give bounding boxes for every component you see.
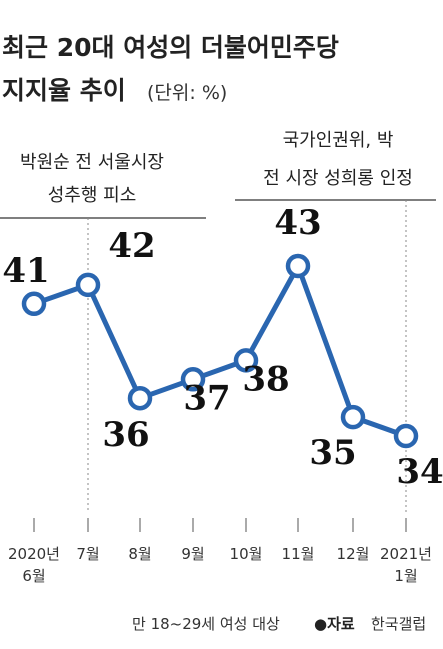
tick-label: 9월	[181, 545, 204, 563]
data-label: 42	[108, 226, 155, 266]
tick-label: 11월	[282, 545, 315, 563]
annotation-2-line2: 전 시장 성희롱 인정	[263, 168, 413, 189]
plot-area: 41 42 36 37 38 43 35 34	[2, 203, 443, 492]
data-point	[21, 291, 47, 317]
chart-title-line2-text: 지지율 추이	[2, 76, 126, 105]
tick-label: 10월	[230, 545, 263, 563]
unit-label: (단위: %)	[147, 82, 227, 104]
data-point	[340, 404, 366, 430]
x-axis: 2020년 6월 7월 8월 9월 10월 11월 12월 2021년 1월	[8, 518, 432, 585]
tick-label: 8월	[128, 545, 151, 563]
series-line	[33, 263, 407, 439]
source-name: 한국갤럽	[371, 615, 426, 633]
data-label: 34	[396, 452, 443, 492]
sample-note: 만 18~29세 여성 대상	[132, 615, 280, 633]
data-point	[233, 348, 259, 373]
source-label: ●자료	[314, 615, 355, 633]
data-label: 35	[309, 433, 356, 473]
tick-label: 12월	[337, 545, 370, 563]
tick-label: 7월	[76, 545, 99, 563]
annotation-2-line1: 국가인권위, 박	[283, 130, 394, 151]
data-label: 43	[274, 203, 321, 243]
annotation-1-line1: 박원순 전 서울시장	[20, 152, 164, 173]
tick-label: 1월	[394, 567, 417, 585]
data-label: 36	[102, 415, 149, 455]
tick-label: 6월	[22, 567, 45, 585]
data-label: 41	[2, 251, 49, 291]
data-point	[285, 253, 311, 279]
chart-title-line1: 최근 20대 여성의 더불어민주당	[2, 33, 339, 62]
tick-label: 2021년	[380, 545, 432, 563]
annotation-1-line2: 성추행 피소	[48, 185, 137, 206]
tick-label: 2020년	[8, 545, 60, 563]
data-label: 37	[183, 378, 230, 418]
data-point	[393, 423, 419, 449]
data-label: 38	[242, 359, 289, 399]
data-point	[127, 385, 153, 411]
data-point	[180, 367, 206, 392]
chart-title-line2: 지지율 추이	[2, 76, 126, 105]
data-point	[75, 272, 101, 298]
